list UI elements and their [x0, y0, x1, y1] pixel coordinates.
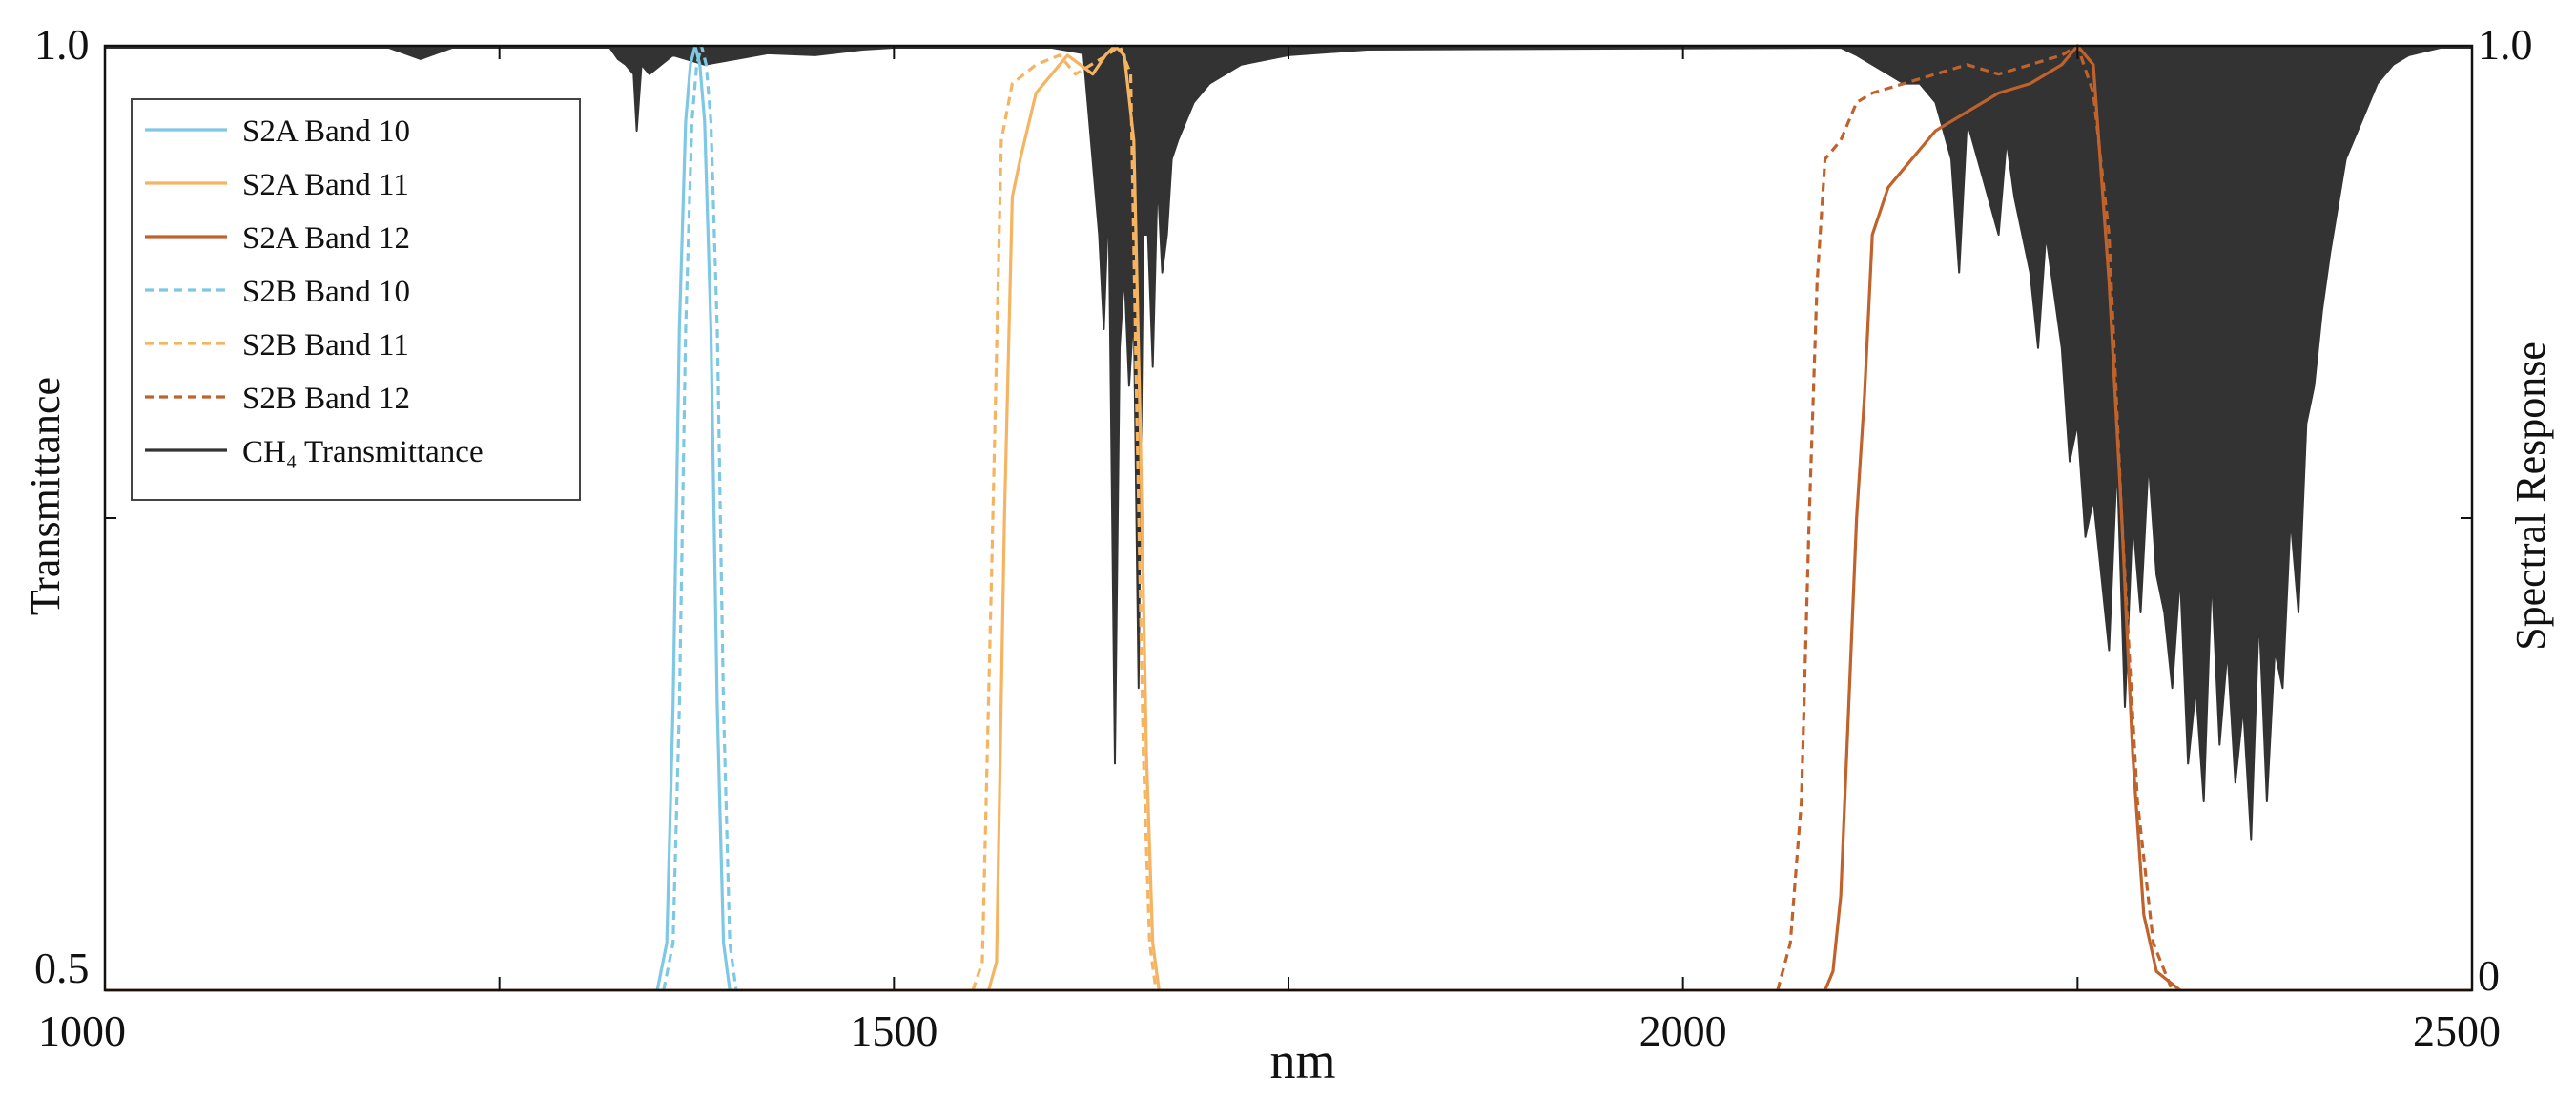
- legend-label-6: CH₄ Transmittance: [242, 435, 484, 469]
- y-axis-left-title: Transmittance: [22, 377, 69, 615]
- y-axis-right-title: Spectral Response: [2507, 342, 2554, 651]
- plot-area: 1000 1500 2000 2500 S2A Band 10 S2A Band 11 S2…: [38, 44, 2501, 1055]
- series-ch4-transmittance: [104, 45, 2473, 841]
- x-axis-title: nm: [1269, 1032, 1335, 1090]
- series-s2a-band-11: [987, 44, 1161, 991]
- legend-box: [131, 98, 581, 501]
- legend-label-5: S2B Band 12: [242, 382, 410, 416]
- legend-label-2: S2A Band 12: [242, 221, 410, 256]
- x-tick-label-1500: 1500: [850, 1007, 938, 1055]
- legend-label-3: S2B Band 10: [242, 275, 410, 309]
- legend-label-4: S2B Band 11: [242, 328, 409, 363]
- y-left-tick-label-top: 1.0: [34, 20, 90, 69]
- x-tick-label-1000: 1000: [38, 1007, 126, 1055]
- y-right-tick-label-top: 1.0: [2478, 20, 2533, 69]
- series-s2a-band-12: [1824, 44, 2181, 992]
- series-s2b-band-12: [1776, 44, 2174, 991]
- x-tick-label-2500: 2500: [2413, 1007, 2501, 1055]
- y-right-tick-label-bottom: 0: [2478, 951, 2500, 1000]
- x-tick-label-2000: 2000: [1639, 1007, 1727, 1055]
- legend-label-1: S2A Band 11: [242, 168, 409, 202]
- y-left-tick-label-bottom: 0.5: [34, 944, 90, 992]
- legend-label-0: S2A Band 10: [242, 114, 410, 149]
